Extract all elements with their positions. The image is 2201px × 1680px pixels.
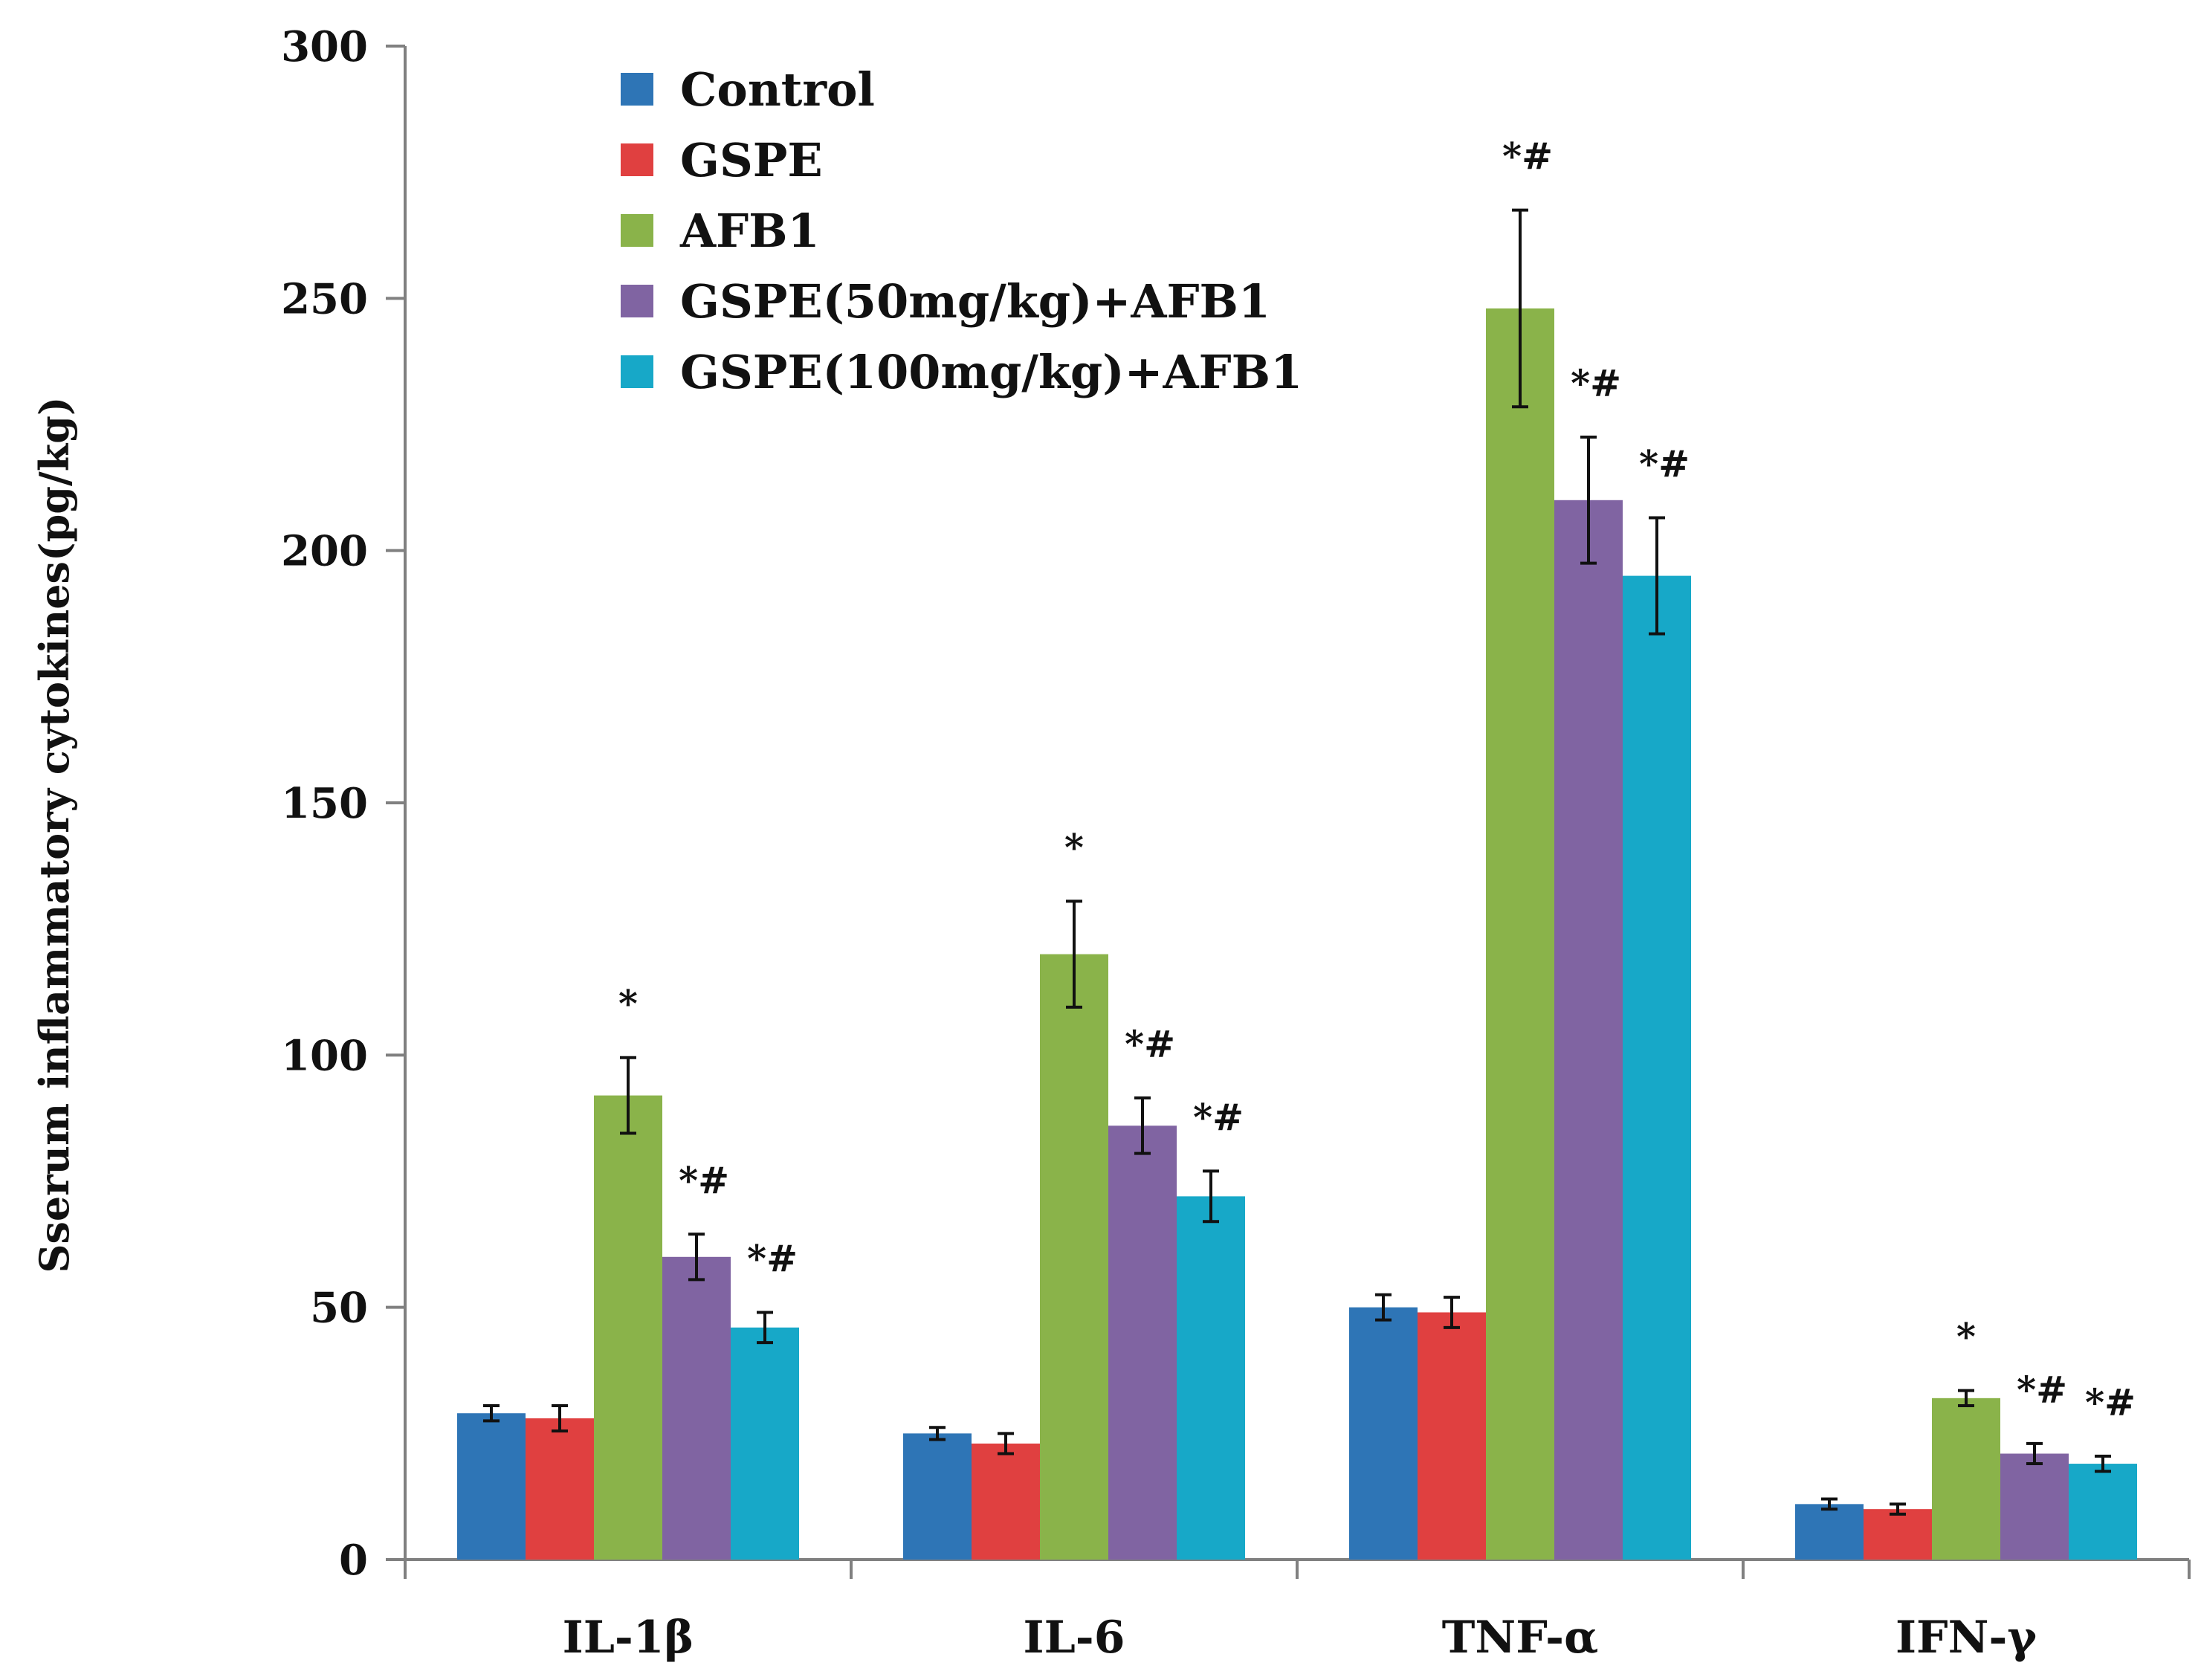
bar [1486, 308, 1554, 1560]
legend-swatch [621, 214, 653, 247]
y-tick-label: 200 [281, 527, 368, 576]
bar [2000, 1453, 2069, 1560]
significance-label: * [618, 982, 638, 1026]
legend-label: GSPE [680, 133, 823, 187]
bar [1177, 1196, 1245, 1560]
significance-label: *# [1193, 1095, 1244, 1139]
significance-label: *# [1125, 1022, 1175, 1066]
y-tick-label: 250 [281, 274, 368, 323]
legend-swatch [621, 143, 653, 176]
y-tick-label: 0 [339, 1536, 368, 1585]
x-category-label: IL-1β [563, 1612, 694, 1664]
y-tick-label: 50 [310, 1284, 368, 1333]
legend-label: AFB1 [679, 204, 820, 258]
bars: * *# *# * *# *# *# *# *# * *# *# [457, 135, 2137, 1560]
x-category-label: IFN-γ [1895, 1612, 2037, 1664]
bar [1418, 1312, 1486, 1560]
axes: 0 50 100 150 200 250 300 IL-1β IL-6 TNF-α IFN-γ [281, 22, 2191, 1664]
significance-label: *# [679, 1158, 729, 1202]
legend-label: GSPE(50mg/kg)+AFB1 [680, 274, 1270, 329]
legend-label: Control [680, 62, 875, 117]
significance-label: * [1064, 825, 1084, 869]
bar [1795, 1504, 1864, 1560]
y-tick-label: 300 [281, 22, 368, 71]
significance-label: *# [1502, 135, 1553, 178]
x-category-label: TNF-α [1442, 1612, 1598, 1664]
legend-swatch [621, 285, 653, 317]
significance-label: *# [1639, 442, 1690, 486]
significance-label: *# [1571, 361, 1621, 405]
y-tick-label: 150 [281, 779, 368, 828]
bar [1349, 1307, 1418, 1560]
legend-label: GSPE(100mg/kg)+AFB1 [680, 345, 1302, 399]
x-category-label: IL-6 [1024, 1612, 1125, 1664]
bar [2069, 1464, 2137, 1560]
significance-label: * [1956, 1315, 1976, 1359]
legend-swatch [621, 73, 653, 106]
bar [1932, 1398, 2000, 1560]
legend-swatch [621, 355, 653, 388]
bar [1864, 1509, 1932, 1560]
bar [594, 1095, 662, 1560]
significance-label: *# [747, 1236, 798, 1280]
bar [1040, 954, 1108, 1560]
bar [1623, 575, 1691, 1560]
legend: Control GSPE AFB1 GSPE(50mg/kg)+AFB1 GSPE(10… [621, 62, 1302, 399]
bar [1554, 500, 1623, 1560]
bar [662, 1256, 731, 1560]
significance-label: *# [2017, 1368, 2067, 1412]
bar [972, 1443, 1040, 1560]
significance-label: *# [2085, 1380, 2136, 1424]
y-axis-label: Sserum inflammatory cytokines(pg/kg) [30, 397, 78, 1273]
bar [731, 1327, 799, 1560]
bar [903, 1433, 972, 1560]
bar [1108, 1125, 1177, 1560]
y-tick-label: 100 [281, 1031, 368, 1080]
bar [457, 1413, 526, 1560]
bar [526, 1418, 594, 1560]
